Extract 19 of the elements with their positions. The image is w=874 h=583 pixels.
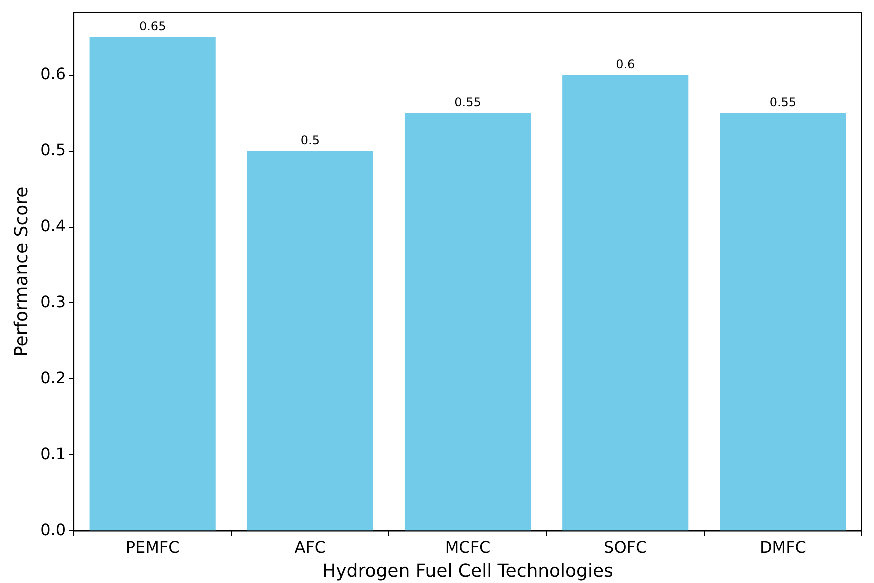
x-tick-label: DMFC	[760, 538, 806, 557]
y-axis-title: Performance Score	[11, 186, 32, 357]
y-tick-label: 0.1	[40, 444, 66, 464]
y-tick-label: 0.0	[40, 520, 66, 540]
x-tick-label: AFC	[294, 538, 326, 557]
y-tick-label: 0.4	[40, 216, 66, 236]
x-tick-label: SOFC	[604, 538, 648, 557]
y-tick-label: 0.5	[40, 140, 66, 160]
data-label: 0.6	[616, 57, 636, 72]
x-tick-label: MCFC	[445, 538, 491, 557]
x-tick-label: PEMFC	[126, 538, 180, 557]
data-label: 0.5	[300, 133, 320, 148]
x-axis-title: Hydrogen Fuel Cell Technologies	[322, 560, 614, 582]
y-tick-label: 0.6	[40, 64, 66, 84]
data-label: 0.55	[770, 95, 797, 110]
y-tick-label: 0.3	[40, 292, 66, 312]
data-label: 0.55	[454, 95, 482, 110]
data-label: 0.65	[139, 19, 166, 34]
y-tick-label: 0.2	[40, 368, 66, 388]
